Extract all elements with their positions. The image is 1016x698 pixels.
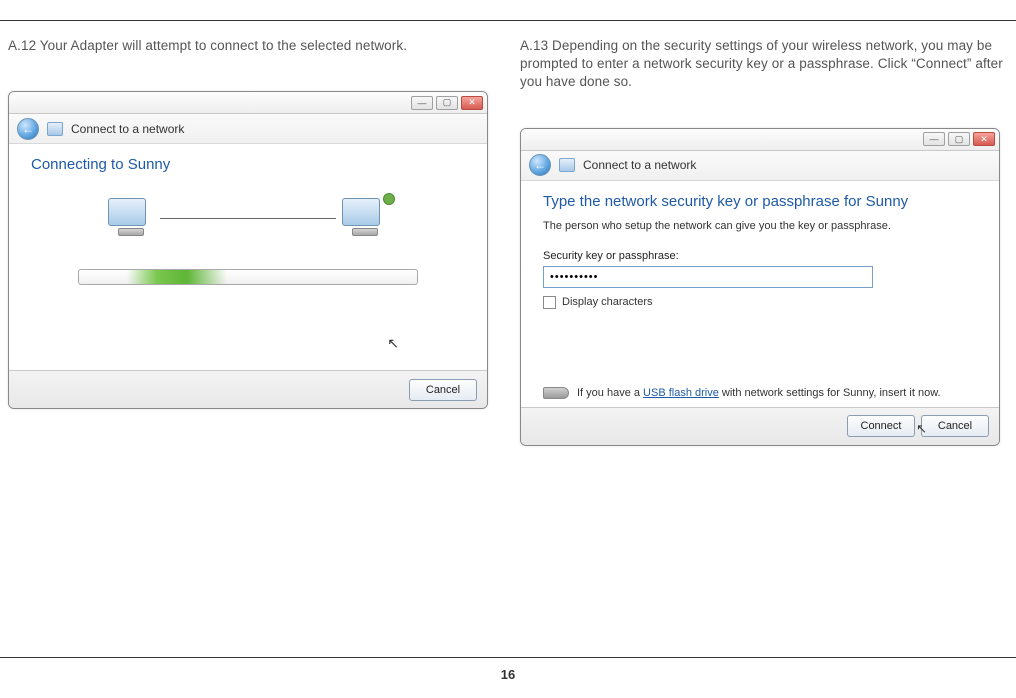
titlebar: ― ▢ ✕ <box>521 129 999 151</box>
connect-button[interactable]: Connect <box>847 415 915 437</box>
network-wizard-icon <box>47 122 63 136</box>
navbar: ← Connect to a network <box>9 114 487 144</box>
display-characters-checkbox[interactable] <box>543 296 556 309</box>
caption-a12: A.12 Your Adapter will attempt to connec… <box>8 37 496 55</box>
field-label: Security key or passphrase: <box>543 250 977 262</box>
dialog-body: Type the network security key or passphr… <box>521 181 999 407</box>
arrow-left-icon: ← <box>534 158 546 172</box>
close-button[interactable]: ✕ <box>461 96 483 110</box>
minimize-button[interactable]: ― <box>923 132 945 146</box>
cursor-icon: ↖ <box>916 421 927 437</box>
progress-bar <box>78 269 418 285</box>
remote-computer-icon <box>342 198 388 238</box>
usb-hint-post: with network settings for Sunny, insert … <box>719 387 941 399</box>
arrow-left-icon: ← <box>22 122 34 136</box>
progress-fill <box>127 270 227 284</box>
display-characters-row: Display characters <box>543 296 977 309</box>
nav-title: Connect to a network <box>71 122 184 136</box>
caption-a13: A.13 Depending on the security settings … <box>520 37 1008 92</box>
dialog-body: Connecting to Sunny ↖ <box>9 144 487 370</box>
usb-hint-row: If you have a USB flash drive with netwo… <box>543 387 941 399</box>
page-bottom-rule <box>0 657 1016 658</box>
minimize-button[interactable]: ― <box>411 96 433 110</box>
page-number: 16 <box>0 667 1016 682</box>
back-button[interactable]: ← <box>17 118 39 140</box>
navbar: ← Connect to a network <box>521 151 999 181</box>
nav-title: Connect to a network <box>583 158 696 172</box>
usb-drive-icon <box>543 387 569 399</box>
left-column: A.12 Your Adapter will attempt to connec… <box>8 37 496 446</box>
computer-icon <box>108 198 154 238</box>
dialog-heading: Connecting to Sunny <box>31 156 465 173</box>
dialog-connecting: ― ▢ ✕ ← Connect to a network Connecting … <box>8 91 488 409</box>
dialog-heading: Type the network security key or passphr… <box>543 193 977 210</box>
maximize-button[interactable]: ▢ <box>948 132 970 146</box>
connection-line <box>160 218 336 219</box>
right-column: A.13 Depending on the security settings … <box>520 37 1008 446</box>
maximize-button[interactable]: ▢ <box>436 96 458 110</box>
display-characters-label: Display characters <box>562 296 652 308</box>
back-button[interactable]: ← <box>529 154 551 176</box>
network-wizard-icon <box>559 158 575 172</box>
titlebar: ― ▢ ✕ <box>9 92 487 114</box>
close-button[interactable]: ✕ <box>973 132 995 146</box>
dialog-footer: Cancel <box>9 370 487 408</box>
cancel-button[interactable]: Cancel <box>409 379 477 401</box>
usb-flash-drive-link[interactable]: USB flash drive <box>643 387 719 399</box>
cursor-icon: ↖ <box>387 335 399 352</box>
usb-hint-pre: If you have a <box>577 387 643 399</box>
dialog-subtext: The person who setup the network can giv… <box>543 220 977 232</box>
page-content: A.12 Your Adapter will attempt to connec… <box>0 21 1016 446</box>
usb-hint-text: If you have a USB flash drive with netwo… <box>577 387 941 399</box>
security-key-input[interactable] <box>543 266 873 288</box>
dialog-security-key: ― ▢ ✕ ← Connect to a network Type the ne… <box>520 128 1000 446</box>
dialog-footer: Connect Cancel ↖ <box>521 407 999 445</box>
connection-graphic <box>108 191 388 245</box>
cancel-button[interactable]: Cancel <box>921 415 989 437</box>
